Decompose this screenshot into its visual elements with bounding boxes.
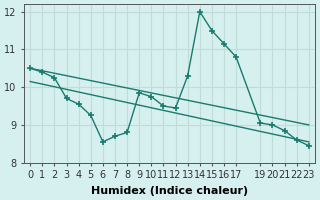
X-axis label: Humidex (Indice chaleur): Humidex (Indice chaleur) bbox=[91, 186, 248, 196]
